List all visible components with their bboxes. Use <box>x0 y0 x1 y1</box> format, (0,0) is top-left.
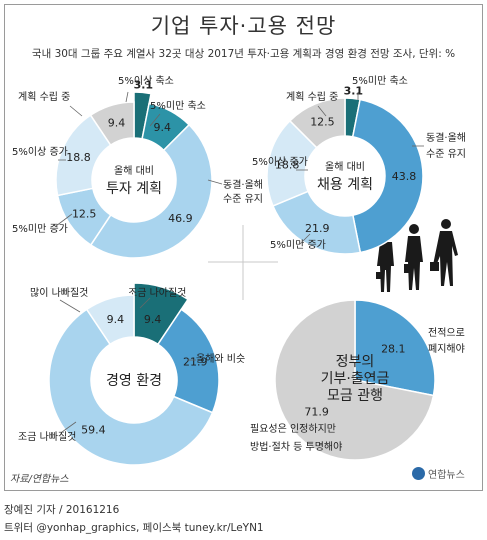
slice-value-fund-1: 71.9 <box>304 405 329 418</box>
slice-hiring-4 <box>288 97 346 149</box>
slice-environment-2 <box>48 308 214 466</box>
slice-value-investment-4: 18.8 <box>66 151 91 164</box>
slice-label-hiring-2: 5%미만 증가 <box>270 239 326 251</box>
slice-value-hiring-3: 18.8 <box>275 159 300 172</box>
slice-value-fund-0: 28.1 <box>381 343 406 356</box>
leader-line <box>69 105 83 117</box>
logo-text: 연합뉴스 <box>428 470 465 481</box>
slice-label-investment-5: 계획 수립 중 <box>18 90 70 103</box>
leader-line <box>207 179 223 185</box>
chart-title: 기업 투자·고용 전망 <box>150 14 337 38</box>
slice-environment-1 <box>156 308 220 414</box>
leader-line <box>59 299 81 313</box>
slice-fund-0 <box>354 299 436 397</box>
center-label-fund-0: 정부의 <box>336 354 375 370</box>
slice-label-hiring-4: 계획 수립 중 <box>286 90 338 103</box>
slice-label-environment-1: 올해와 비슷 <box>196 352 245 365</box>
yonhap-logo-icon <box>412 467 425 480</box>
slice-fund-1 <box>274 299 435 461</box>
slice-label-fund-0: 전적으로 <box>428 327 465 339</box>
slice-value-investment-0: 3.1 <box>134 78 154 91</box>
slice-label-investment-3: 5%미만 증가 <box>12 223 68 235</box>
slice-label-investment-2: 동결·올해 <box>223 178 263 191</box>
center-label-investment-0: 올해 대비 <box>114 164 154 177</box>
slice-value-environment-1: 21.9 <box>183 355 208 368</box>
slice-value-hiring-4: 12.5 <box>310 115 335 128</box>
center-label-environment: 경영 환경 <box>106 373 162 389</box>
leader-line <box>61 421 77 433</box>
slice-value-environment-3: 9.4 <box>107 313 125 326</box>
slice-environment-0 <box>133 282 190 346</box>
leader-line <box>317 105 327 117</box>
center-label-hiring-1: 채용 계획 <box>317 177 373 193</box>
credit-social: 트위터 @yonhap_graphics, 페이스북 tuney.kr/LeYN… <box>4 522 264 534</box>
slice-label-hiring-1: 수준 유지 <box>426 148 466 160</box>
slice-value-investment-3: 12.5 <box>72 207 97 220</box>
slice-label-hiring-1: 동결·올해 <box>426 131 466 144</box>
leader-line <box>55 213 73 227</box>
slice-label-environment-0: 조금 나아질것 <box>128 287 186 299</box>
slice-value-investment-5: 9.4 <box>108 117 126 130</box>
center-label-fund-2: 모금 관행 <box>327 388 383 404</box>
credit-reporter-date: 장예진 기자 / 20161216 <box>4 504 120 516</box>
slice-label-investment-1: 5%미만 축소 <box>150 100 206 112</box>
slice-label-fund-1: 필요성은 인정하지만 <box>250 422 336 435</box>
slice-value-investment-2: 46.9 <box>168 212 193 225</box>
leader-line <box>139 297 151 309</box>
slice-label-investment-4: 5%이상 증가 <box>12 146 68 158</box>
center-label-hiring-0: 올해 대비 <box>325 160 365 173</box>
slice-label-hiring-3: 5%이상 증가 <box>252 156 308 168</box>
slice-label-fund-0: 폐지해야 <box>428 342 465 355</box>
center-label-fund-1: 기부·출연금 <box>321 371 390 387</box>
yonhap-logo: 연합뉴스 <box>412 466 465 481</box>
slice-label-hiring-0: 5%미만 축소 <box>352 75 408 87</box>
slice-value-hiring-1: 43.8 <box>392 170 417 183</box>
slice-investment-2 <box>89 123 213 259</box>
chart-subtitle: 국내 30대 그룹 주요 계열사 32곳 대상 2017년 투자·고용 계획과 … <box>31 48 456 60</box>
slice-label-environment-3: 많이 나빠질것 <box>30 287 88 299</box>
slice-label-investment-2: 수준 유지 <box>223 193 263 205</box>
slice-label-environment-2: 조금 나빠질것 <box>18 431 76 443</box>
slice-label-investment-0: 5%이상 축소 <box>118 75 174 87</box>
source-note: 자료/연합뉴스 <box>10 474 69 485</box>
slice-hiring-1 <box>351 98 424 254</box>
slice-value-environment-0: 9.4 <box>144 313 162 326</box>
slice-label-fund-1: 방법·절차 등 투명해야 <box>250 440 342 453</box>
center-label-investment-1: 투자 계획 <box>106 181 162 197</box>
slice-environment-3 <box>85 294 135 346</box>
leader-line <box>125 91 129 103</box>
slice-value-investment-1: 9.4 <box>153 121 171 134</box>
slice-value-environment-2: 59.4 <box>81 423 106 436</box>
leader-line <box>149 113 161 127</box>
slice-value-hiring-2: 21.9 <box>305 222 330 235</box>
leader-line <box>299 233 311 245</box>
slice-investment-5 <box>89 101 135 147</box>
